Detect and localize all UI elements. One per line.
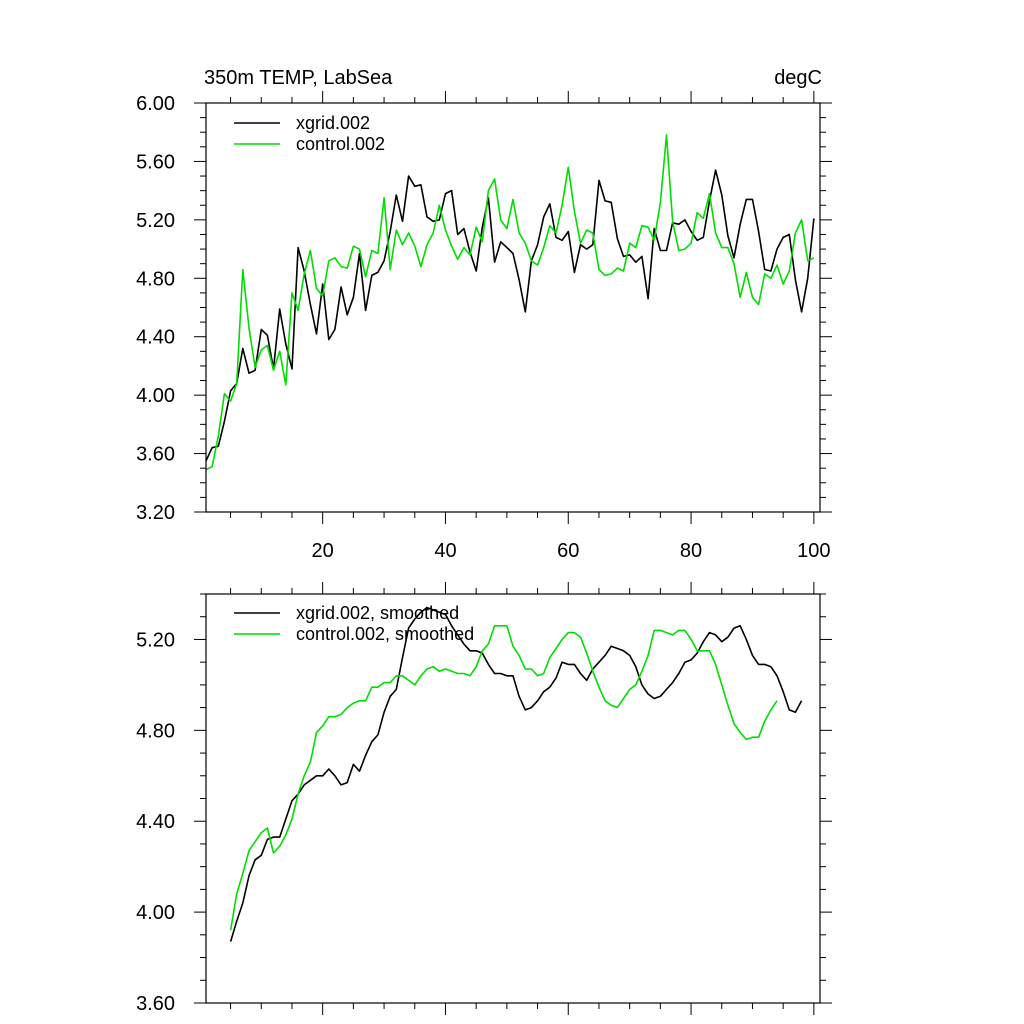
y-tick-label: 5.60 [136, 151, 175, 173]
top-chart-panel: 350m TEMP, LabSea degC 6.00 5.60 5.20 4.80 4… [136, 67, 832, 562]
y-tick-label: 4.40 [136, 327, 175, 349]
legend: xgrid.002, smoothed control.002, smoothe… [234, 603, 474, 644]
series-line-control [205, 134, 815, 471]
series-line-control [229, 624, 778, 931]
legend: xgrid.002 control.002 [234, 113, 385, 154]
legend-label-control-smoothed: control.002, smoothed [296, 624, 474, 644]
x-tick-label: 100 [797, 540, 830, 562]
bottom-chart-panel: 5.20 4.80 4.40 4.00 3.60 xgrid.002, smoothed… [136, 582, 832, 1015]
y-tick-label: 3.60 [136, 993, 175, 1015]
chart-units: degC [774, 67, 822, 89]
series-line-xgrid [229, 606, 803, 942]
x-tick-label: 80 [680, 540, 702, 562]
y-tick-label: 3.60 [136, 444, 175, 466]
y-tick-label: 5.20 [136, 210, 175, 232]
y-tick-label: 6.00 [136, 93, 175, 115]
y-tick-label: 3.20 [136, 502, 175, 524]
legend-label-xgrid-smoothed: xgrid.002, smoothed [296, 603, 459, 623]
y-tick-label: 5.20 [136, 629, 175, 651]
y-tick-label: 4.00 [136, 902, 175, 924]
legend-label-xgrid: xgrid.002 [296, 113, 370, 133]
series-line-xgrid [205, 169, 815, 462]
y-tick-label: 4.80 [136, 720, 175, 742]
y-tick-label: 4.00 [136, 385, 175, 407]
x-tick-label: 40 [434, 540, 456, 562]
chart-title: 350m TEMP, LabSea [204, 67, 393, 89]
legend-label-control: control.002 [296, 134, 385, 154]
y-tick-label: 4.80 [136, 268, 175, 290]
y-tick-label: 4.40 [136, 811, 175, 833]
x-tick-label: 20 [312, 540, 334, 562]
x-tick-label: 60 [557, 540, 579, 562]
